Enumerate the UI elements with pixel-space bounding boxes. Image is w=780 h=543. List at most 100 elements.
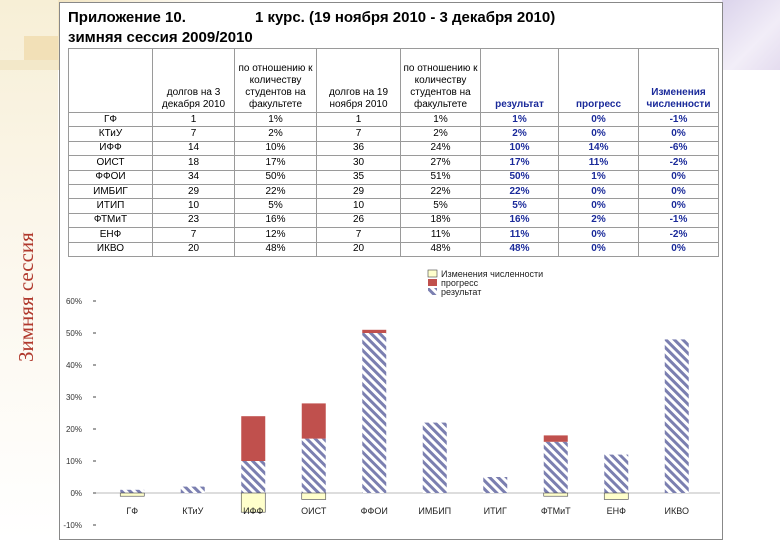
value-cell: 18%: [400, 212, 481, 229]
bar-result: [180, 486, 205, 493]
faculty-cell: ФФОИ: [68, 169, 153, 185]
value-cell: 0%: [558, 111, 639, 128]
value-cell: 27%: [400, 155, 481, 171]
value-cell: 1%: [234, 111, 317, 128]
x-tick-label: ГФ: [126, 506, 138, 516]
value-cell: 0%: [558, 183, 639, 200]
legend-swatch: [428, 288, 437, 295]
bar-result: [664, 339, 689, 493]
decorative-corner: [722, 0, 780, 70]
results-chart: -10% 0% 10% 20% 30% 40% 50% 60% ГФ КТиУ ИФФ ОИСТ ФФО…: [60, 262, 720, 538]
x-tick-label: ФФОИ: [361, 506, 388, 516]
faculty-cell: ИМБИГ: [68, 183, 153, 200]
value-cell: 1%: [558, 169, 639, 185]
value-cell: 5%: [400, 198, 481, 214]
x-tick-label: ИТИГ: [484, 506, 507, 516]
value-cell: 26: [316, 212, 401, 229]
y-tick-label: 0%: [70, 489, 82, 498]
bar-result: [301, 438, 326, 493]
bar-result: [362, 333, 387, 493]
bar-result: [422, 422, 447, 493]
course-title: 1 курс. (19 ноября 2010 - 3 декабря 2010…: [255, 9, 556, 26]
y-tick-label: -10%: [63, 521, 82, 530]
x-tick-label: ФТМиТ: [541, 506, 571, 516]
value-cell: 7: [316, 126, 401, 142]
session-title: зимняя сессия 2009/2010: [68, 29, 253, 46]
value-cell: 29: [152, 183, 235, 200]
table-header-cell: по отношению к количеству студентов на ф…: [234, 48, 317, 113]
x-tick-label: ИМБИП: [418, 506, 451, 516]
value-cell: 22%: [234, 183, 317, 200]
bar-result: [483, 477, 508, 493]
chart-svg: -10% 0% 10% 20% 30% 40% 50% 60% ГФ КТиУ ИФФ ОИСТ ФФО…: [63, 269, 720, 530]
value-cell: 2%: [234, 126, 317, 142]
value-cell: 18: [152, 155, 235, 171]
table-header-cell: Изменения численности: [638, 48, 719, 113]
value-cell: 10: [316, 198, 401, 214]
value-cell: 0%: [558, 126, 639, 142]
value-cell: 0%: [558, 198, 639, 214]
faculty-cell: КТиУ: [68, 126, 153, 142]
value-cell: 0%: [558, 241, 639, 257]
value-cell: 2%: [558, 212, 639, 229]
table-header-cell: по отношению к количеству студентов на ф…: [400, 48, 481, 113]
value-cell: 17%: [234, 155, 317, 171]
bar-result: [604, 454, 629, 493]
y-tick-label: 50%: [66, 329, 82, 338]
value-cell: 1: [316, 111, 401, 128]
value-cell: 48%: [480, 241, 559, 257]
value-cell: 23: [152, 212, 235, 229]
value-cell: 0%: [638, 198, 719, 214]
faculty-cell: ОИСТ: [68, 155, 153, 171]
value-cell: -1%: [638, 111, 719, 128]
faculty-cell: ИТИП: [68, 198, 153, 214]
table-row: КТиУ 7 2% 7 2% 2% 0% 0%: [68, 126, 719, 142]
table-header-cell: результат: [480, 48, 559, 113]
bar-result: [543, 441, 568, 493]
x-tick-label: ИКВО: [665, 506, 689, 516]
value-cell: 0%: [638, 241, 719, 257]
value-cell: 30: [316, 155, 401, 171]
debts-table: долгов на 3 декабря 2010 по отношению к к…: [68, 48, 719, 257]
table-row: ФФОИ 34 50% 35 51% 50% 1% 0%: [68, 169, 719, 185]
faculty-cell: ГФ: [68, 111, 153, 128]
value-cell: 0%: [638, 169, 719, 185]
value-cell: 12%: [234, 227, 317, 243]
x-tick-label: ЕНФ: [607, 506, 627, 516]
value-cell: 10: [152, 198, 235, 214]
x-tick-label: ОИСТ: [301, 506, 327, 516]
bar-change: [603, 492, 629, 500]
value-cell: 29: [316, 183, 401, 200]
value-cell: 24%: [400, 140, 481, 157]
value-cell: 51%: [400, 169, 481, 185]
x-tick-label: ИФФ: [243, 506, 263, 516]
value-cell: 22%: [400, 183, 481, 200]
value-cell: -1%: [638, 212, 719, 229]
table-row: ИТИП 10 5% 10 5% 5% 0% 0%: [68, 198, 719, 214]
bar-progress: [301, 403, 326, 439]
table-header-cell: прогресс: [558, 48, 639, 113]
value-cell: 34: [152, 169, 235, 185]
value-cell: 14: [152, 140, 235, 157]
bar-progress: [543, 435, 568, 442]
table-row: ГФ 1 1% 1 1% 1% 0% -1%: [68, 111, 719, 128]
value-cell: 17%: [480, 155, 559, 171]
table-header-cell: [68, 48, 153, 113]
legend-label: результат: [441, 287, 481, 297]
table-row: ЕНФ 7 12% 7 11% 11% 0% -2%: [68, 227, 719, 243]
table-header-cell: долгов на 3 декабря 2010: [152, 48, 235, 113]
value-cell: 10%: [480, 140, 559, 157]
legend-swatch: [427, 269, 438, 278]
faculty-cell: ИКВО: [68, 241, 153, 257]
value-cell: 20: [316, 241, 401, 257]
value-cell: 1: [152, 111, 235, 128]
y-tick-label: 10%: [66, 457, 82, 466]
bar-change: [301, 492, 327, 500]
value-cell: 14%: [558, 140, 639, 157]
value-cell: 0%: [638, 126, 719, 142]
value-cell: 48%: [234, 241, 317, 257]
bar-change: [543, 492, 569, 497]
faculty-cell: ФТМиТ: [68, 212, 153, 229]
bar-progress: [241, 416, 266, 461]
faculty-cell: ИФФ: [68, 140, 153, 157]
